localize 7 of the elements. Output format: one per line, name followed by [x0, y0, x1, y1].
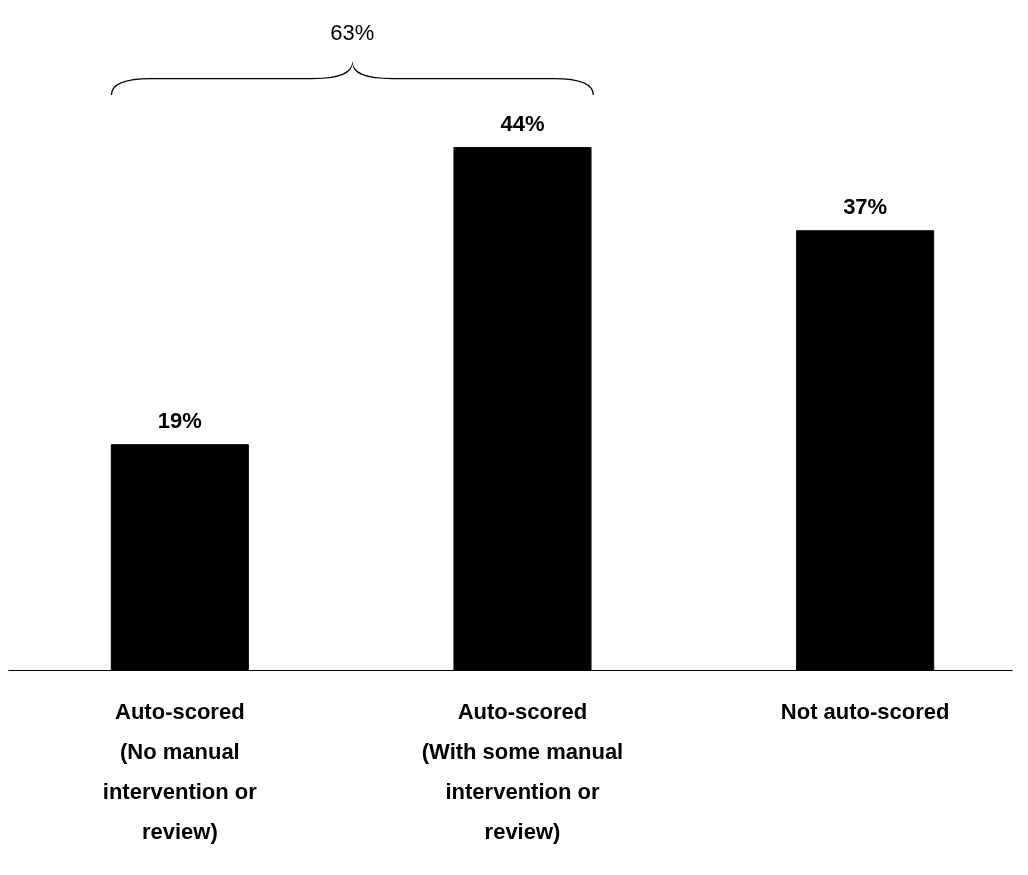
data-label: 19%: [157, 407, 202, 433]
x-tick-label: Not auto-scored: [780, 698, 950, 724]
text: 63%: [330, 20, 375, 45]
data-label: 37%: [843, 193, 888, 219]
data-label: 44%: [500, 110, 545, 136]
x-tick-label: Auto-scored (No manual intervention or review): [102, 698, 258, 844]
x-tick-label: Auto-scored (With some manual intervention or review): [421, 698, 624, 844]
